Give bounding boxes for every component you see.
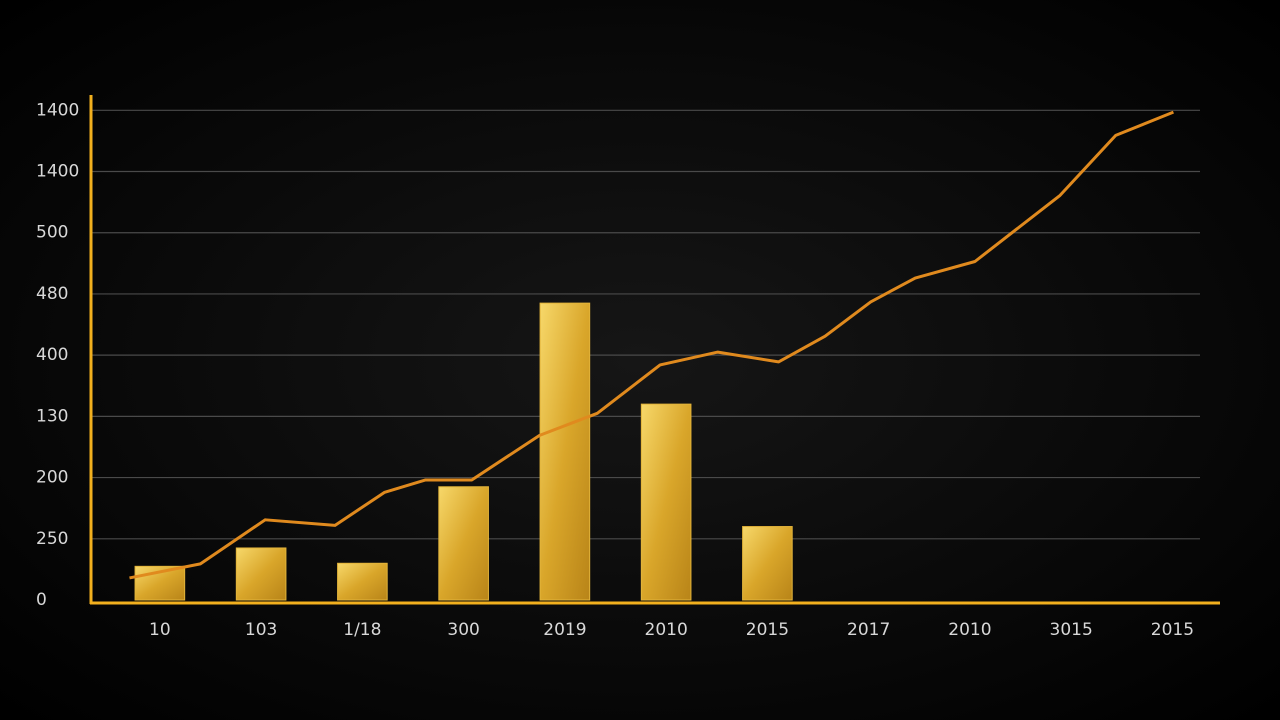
bar bbox=[539, 302, 591, 601]
bar bbox=[235, 547, 287, 601]
bar bbox=[438, 486, 489, 601]
x-tick-label: 2015 bbox=[746, 620, 789, 640]
x-tick-label: 3015 bbox=[1050, 620, 1093, 640]
x-tick-label: 2019 bbox=[543, 620, 586, 640]
y-tick-label: 0 bbox=[36, 590, 47, 610]
x-tick-label: 1/18 bbox=[343, 620, 381, 640]
x-tick-label: 300 bbox=[447, 620, 479, 640]
y-tick-label: 400 bbox=[36, 345, 68, 365]
y-tick-label: 500 bbox=[36, 223, 68, 243]
y-tick-label: 130 bbox=[36, 406, 68, 426]
bar bbox=[742, 526, 793, 601]
x-tick-label: 2017 bbox=[847, 620, 890, 640]
x-tick-label: 10 bbox=[149, 620, 171, 640]
x-tick-label: 2015 bbox=[1151, 620, 1194, 640]
y-tick-label: 1400 bbox=[36, 100, 79, 120]
line bbox=[129, 110, 1174, 580]
y-tick-label: 250 bbox=[36, 529, 68, 549]
y-tick-label: 200 bbox=[36, 468, 68, 488]
y-tick-label: 480 bbox=[36, 284, 68, 304]
x-tick-label: 2010 bbox=[948, 620, 991, 640]
bar bbox=[337, 562, 388, 601]
x-tick-label: 103 bbox=[245, 620, 277, 640]
y-tick-label: 1400 bbox=[36, 162, 79, 182]
x-tick-label: 2010 bbox=[645, 620, 688, 640]
bar bbox=[640, 403, 692, 601]
